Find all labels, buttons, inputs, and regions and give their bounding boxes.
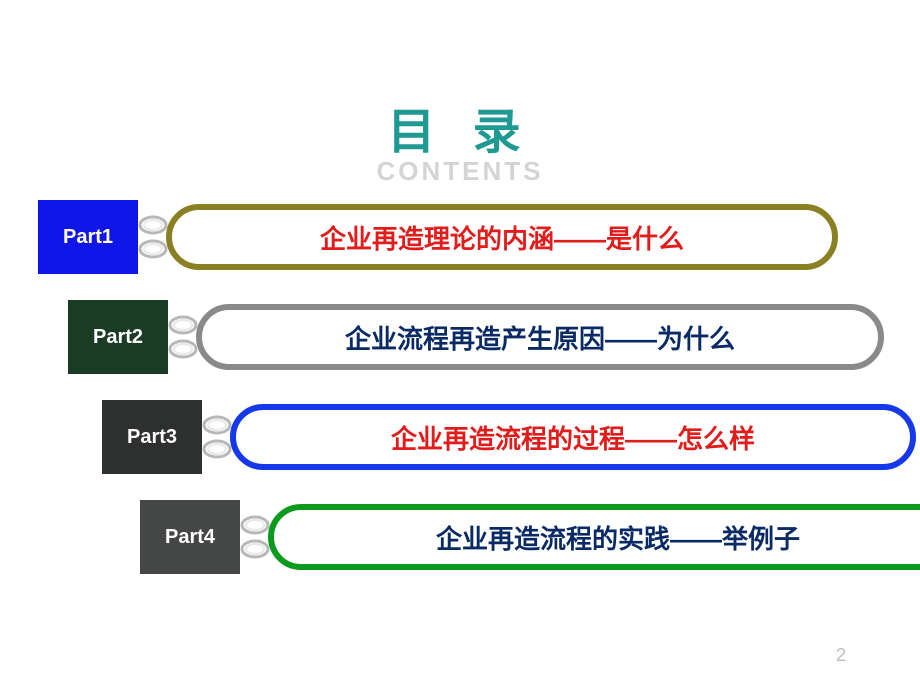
toc-row-2: 企业流程再造产生原因——为什么 Part2 bbox=[68, 300, 884, 374]
toc-item-2: 企业流程再造产生原因——为什么 bbox=[196, 304, 884, 370]
toc-row-1: 企业再造理论的内涵——是什么 Part1 bbox=[38, 200, 838, 274]
toc-item-3: 企业再造流程的过程——怎么样 bbox=[230, 404, 916, 470]
toc-row-4: 企业再造流程的实践——举例子 Part4 bbox=[140, 500, 920, 574]
toc-item-4: 企业再造流程的实践——举例子 bbox=[268, 504, 920, 570]
hinge-icon bbox=[168, 314, 198, 360]
hinge-icon bbox=[240, 514, 270, 560]
title-english: CONTENTS bbox=[377, 156, 544, 187]
hinge-icon bbox=[202, 414, 232, 460]
part-label-3: Part3 bbox=[102, 400, 202, 474]
part-label-2: Part2 bbox=[68, 300, 168, 374]
part-label-1: Part1 bbox=[38, 200, 138, 274]
hinge-icon bbox=[138, 214, 168, 260]
page-number: 2 bbox=[836, 645, 846, 666]
toc-row-3: 企业再造流程的过程——怎么样 Part3 bbox=[102, 400, 916, 474]
title-block: 目 录 CONTENTS bbox=[377, 92, 544, 187]
title-chinese: 目 录 bbox=[377, 92, 544, 162]
part-label-4: Part4 bbox=[140, 500, 240, 574]
toc-item-1: 企业再造理论的内涵——是什么 bbox=[166, 204, 838, 270]
